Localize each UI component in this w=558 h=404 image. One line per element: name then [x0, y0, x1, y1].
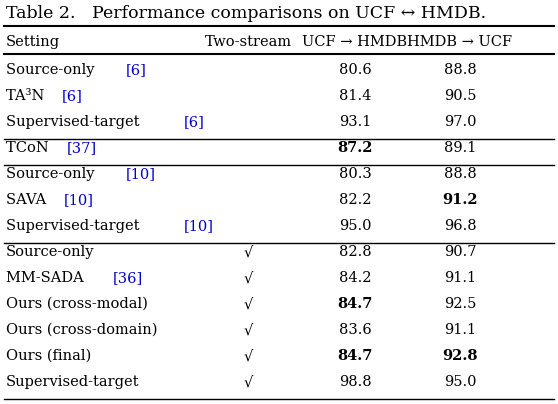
Text: 84.2: 84.2 — [339, 271, 371, 285]
Text: 89.1: 89.1 — [444, 141, 476, 155]
Text: 95.0: 95.0 — [444, 375, 476, 389]
Text: Ours (final): Ours (final) — [6, 349, 92, 363]
Text: 88.8: 88.8 — [444, 63, 477, 77]
Text: Supervised-target: Supervised-target — [6, 375, 140, 389]
Text: 82.2: 82.2 — [339, 193, 371, 207]
Text: 90.5: 90.5 — [444, 89, 476, 103]
Text: 93.1: 93.1 — [339, 115, 371, 129]
Text: √: √ — [243, 349, 253, 363]
Text: MM-SADA: MM-SADA — [6, 271, 88, 285]
Text: Ours (cross-domain): Ours (cross-domain) — [6, 323, 157, 337]
Text: [10]: [10] — [64, 193, 94, 207]
Text: TA³N: TA³N — [6, 89, 49, 103]
Text: Two-stream: Two-stream — [204, 35, 292, 49]
Text: 91.1: 91.1 — [444, 271, 476, 285]
Text: [6]: [6] — [184, 115, 205, 129]
Text: Supervised-target: Supervised-target — [6, 219, 144, 233]
Text: Ours (cross-modal): Ours (cross-modal) — [6, 297, 148, 311]
Text: SAVA: SAVA — [6, 193, 51, 207]
Text: 88.8: 88.8 — [444, 167, 477, 181]
Text: 80.3: 80.3 — [339, 167, 372, 181]
Text: [37]: [37] — [67, 141, 97, 155]
Text: 92.8: 92.8 — [442, 349, 478, 363]
Text: UCF → HMDB: UCF → HMDB — [302, 35, 407, 49]
Text: Source-only: Source-only — [6, 167, 99, 181]
Text: √: √ — [243, 245, 253, 259]
Text: 87.2: 87.2 — [337, 141, 373, 155]
Text: Setting: Setting — [6, 35, 60, 49]
Text: [36]: [36] — [112, 271, 142, 285]
Text: 97.0: 97.0 — [444, 115, 476, 129]
Text: 84.7: 84.7 — [338, 349, 373, 363]
Text: 84.7: 84.7 — [338, 297, 373, 311]
Text: 81.4: 81.4 — [339, 89, 371, 103]
Text: [10]: [10] — [184, 219, 214, 233]
Text: [6]: [6] — [61, 89, 83, 103]
Text: √: √ — [243, 271, 253, 285]
Text: HMDB → UCF: HMDB → UCF — [407, 35, 513, 49]
Text: [10]: [10] — [126, 167, 156, 181]
Text: Table 2.   Performance comparisons on UCF ↔ HMDB.: Table 2. Performance comparisons on UCF … — [6, 6, 486, 23]
Text: √: √ — [243, 375, 253, 389]
Text: 83.6: 83.6 — [339, 323, 372, 337]
Text: 82.8: 82.8 — [339, 245, 371, 259]
Text: 96.8: 96.8 — [444, 219, 477, 233]
Text: 90.7: 90.7 — [444, 245, 476, 259]
Text: [6]: [6] — [126, 63, 147, 77]
Text: Supervised-target: Supervised-target — [6, 115, 144, 129]
Text: Source-only: Source-only — [6, 245, 94, 259]
Text: 92.5: 92.5 — [444, 297, 476, 311]
Text: √: √ — [243, 323, 253, 337]
Text: Source-only: Source-only — [6, 63, 99, 77]
Text: 95.0: 95.0 — [339, 219, 371, 233]
Text: 91.2: 91.2 — [442, 193, 478, 207]
Text: 80.6: 80.6 — [339, 63, 372, 77]
Text: √: √ — [243, 297, 253, 311]
Text: TCoN: TCoN — [6, 141, 54, 155]
Text: 98.8: 98.8 — [339, 375, 371, 389]
Text: 91.1: 91.1 — [444, 323, 476, 337]
